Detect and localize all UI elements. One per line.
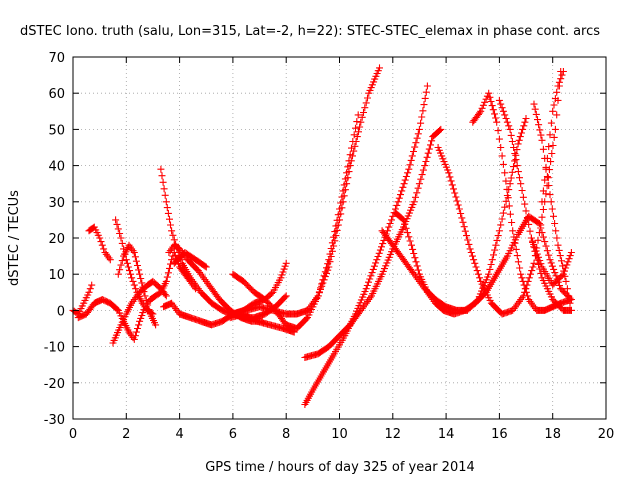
data-markers [538,68,567,206]
x-tick-label: 8 [282,427,290,442]
data-markers [527,234,575,289]
axis-ticks: 0 2 4 6 8 10 12 14 16 18 20 -30 -20 -10 0 10 20 30 40 50 60 7… [44,51,615,442]
chart-title: dSTEC Iono. truth (salu, Lon=315, Lat=-2… [20,24,600,39]
series-arc2 [85,223,114,264]
y-tick-label: 10 [48,268,65,283]
series-arc15 [301,125,445,361]
y-tick-label: -30 [44,413,65,428]
x-tick-label: 12 [385,427,402,442]
y-axis-label: dSTEC / TECUs [7,190,22,286]
data-markers [392,209,575,318]
x-tick-label: 16 [491,427,508,442]
series-arc17 [392,209,575,318]
series-arc23 [527,234,575,289]
x-tick-label: 18 [544,427,561,442]
series-arc22 [538,68,567,206]
data-markers [301,125,445,361]
y-tick-label: 30 [48,196,65,211]
x-tick-label: 0 [69,427,77,442]
y-tick-label: -10 [44,341,65,356]
y-tick-label: 40 [48,160,65,175]
gridlines [73,57,606,419]
x-tick-label: 4 [175,427,183,442]
x-axis-label: GPS time / hours of day 325 of year 2014 [205,460,475,475]
y-tick-label: 60 [48,87,65,102]
y-tick-label: 70 [48,51,65,66]
y-tick-label: 20 [48,232,65,247]
x-tick-label: 2 [122,427,130,442]
data-markers [226,310,298,336]
series-arc13 [226,310,298,336]
data-markers [114,241,160,329]
y-tick-label: 50 [48,123,65,138]
x-tick-label: 6 [229,427,237,442]
y-tick-label: 0 [57,304,65,319]
data-markers [85,223,114,264]
x-tick-label: 14 [438,427,455,442]
plot-area [69,64,575,408]
y-tick-label: -20 [44,377,65,392]
series-arc6 [114,241,160,329]
data-markers [170,249,210,271]
x-tick-label: 10 [331,427,348,442]
series-arc10 [170,249,210,271]
x-tick-label: 20 [598,427,615,442]
